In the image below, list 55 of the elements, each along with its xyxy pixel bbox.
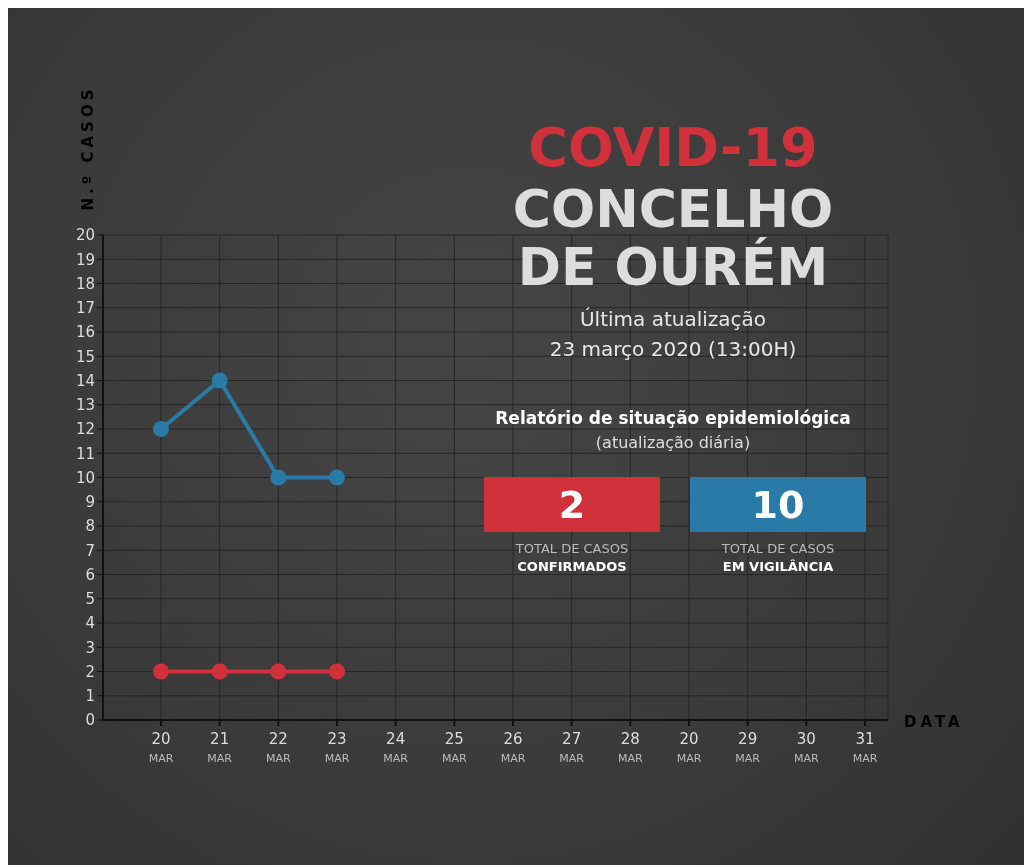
annotation: Relatório de situação epidemiológica xyxy=(494,407,852,430)
y-tick-label: 17 xyxy=(75,299,95,318)
y-tick-label: 11 xyxy=(75,444,95,463)
y-tick-label: 14 xyxy=(75,371,95,390)
y-tick-label: 9 xyxy=(85,493,95,512)
y-tick-label: 15 xyxy=(75,347,95,366)
x-tick-label: 27 MAR xyxy=(559,730,585,765)
y-tick-label: 2 xyxy=(85,662,95,681)
x-tick-label: 30 MAR xyxy=(794,730,820,765)
x-tick-label: 23 MAR xyxy=(324,730,350,765)
x-tick-label: 20 MAR xyxy=(148,730,174,765)
card: 2 xyxy=(484,477,660,532)
annotation: 23 março 2020 (13:00H) xyxy=(548,336,798,363)
annotation: TOTAL DE CASOS xyxy=(720,539,836,558)
y-tick-label: 20 xyxy=(75,226,95,245)
x-tick-label: 22 MAR xyxy=(266,730,292,765)
chart-title: COVID-19 xyxy=(527,116,819,180)
point xyxy=(153,421,169,437)
y-tick-label: 18 xyxy=(75,274,95,293)
x-tick-label: 24 MAR xyxy=(383,730,409,765)
point xyxy=(211,663,228,680)
annotation: Última atualização xyxy=(578,306,768,333)
chart-subtitle: CONCELHO DE OURÉM xyxy=(511,179,835,297)
annotation: CONFIRMADOS xyxy=(516,557,628,576)
y-tick-label: 1 xyxy=(85,687,95,706)
y-tick-label: 8 xyxy=(85,517,95,536)
point xyxy=(329,469,345,486)
x-tick-label: 29 MAR xyxy=(735,730,761,765)
x-tick-label: 26 MAR xyxy=(500,730,526,765)
y-tick-label: 6 xyxy=(85,565,95,584)
x-tick-label: 25 MAR xyxy=(442,730,468,765)
y-tick-label: 19 xyxy=(75,250,95,269)
annotation: EM VIGILÂNCIA xyxy=(721,557,835,576)
x-tick-label: 21 MAR xyxy=(207,730,233,765)
x-tick-label: 31 MAR xyxy=(852,730,878,765)
x-tick-label: 20 MAR xyxy=(676,730,702,765)
y-tick-label: 16 xyxy=(75,323,95,342)
y-tick-label: 4 xyxy=(85,614,95,633)
y-tick-label: 12 xyxy=(75,420,95,439)
x-tick-label: 28 MAR xyxy=(618,730,644,765)
y-tick-label: 7 xyxy=(85,541,95,560)
card: 10 xyxy=(690,477,866,532)
annotation: (atualização diária) xyxy=(594,431,752,454)
y-axis-title: N.º CASOS xyxy=(79,85,98,211)
y-tick-label: 10 xyxy=(75,468,95,487)
annotation: TOTAL DE CASOS xyxy=(514,539,630,558)
point xyxy=(270,469,287,486)
point xyxy=(329,663,345,680)
y-tick-label: 3 xyxy=(85,638,95,657)
y-tick-label: 5 xyxy=(85,590,95,609)
y-tick-label: 13 xyxy=(75,396,95,415)
point xyxy=(153,663,169,680)
point xyxy=(211,372,228,389)
y-tick-label: 0 xyxy=(85,711,95,730)
point xyxy=(270,663,287,680)
